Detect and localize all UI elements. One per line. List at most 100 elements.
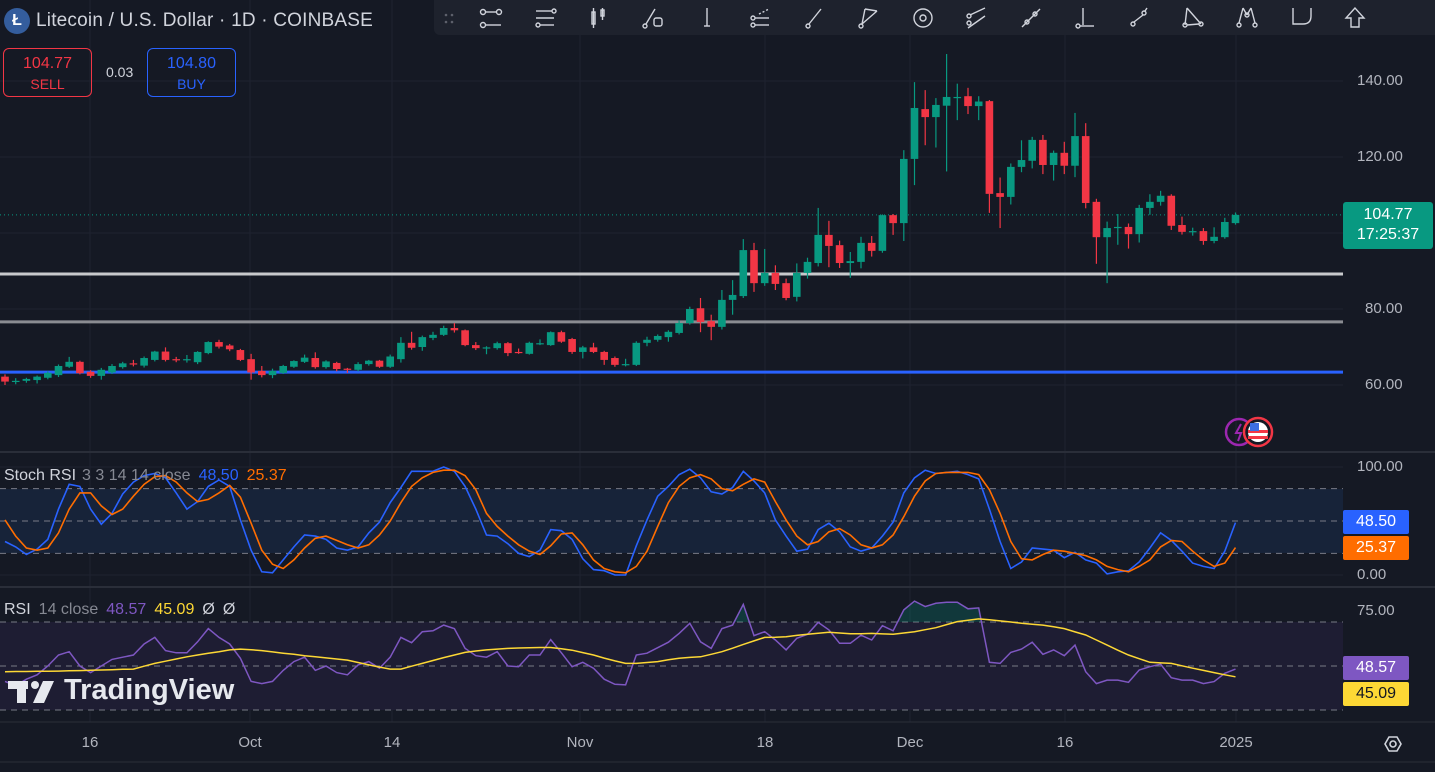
trend-line-icon — [805, 8, 822, 29]
candle-body — [1007, 166, 1015, 197]
events-icons[interactable] — [1224, 416, 1274, 448]
price-tick: 120.00 — [1357, 148, 1403, 165]
xabcd-pattern-tool[interactable] — [1220, 2, 1274, 34]
candle-up — [204, 341, 213, 355]
candle-up — [1231, 212, 1240, 225]
parallel-channel-tool[interactable] — [950, 2, 1004, 34]
candle-up — [11, 378, 20, 385]
candle-body — [964, 96, 972, 107]
candle-up — [65, 356, 73, 368]
candle-body — [1092, 201, 1101, 238]
candle-body — [258, 370, 266, 376]
long-short-position-tool[interactable] — [572, 2, 626, 34]
candle-body — [300, 357, 309, 362]
candle-body — [718, 299, 726, 327]
candle-up — [279, 364, 287, 374]
triangle-pattern-tool[interactable] — [1166, 2, 1220, 34]
candle-up — [482, 346, 491, 355]
trend-line-tool[interactable] — [788, 2, 842, 34]
candle-body — [1156, 195, 1165, 202]
parallel-lines-tool[interactable] — [518, 2, 572, 34]
rsi-ma-tag: 45.09 — [1343, 682, 1409, 706]
tradingview-watermark[interactable]: TradingView — [8, 674, 234, 707]
candle-body — [900, 158, 908, 224]
candle-up — [846, 252, 855, 278]
rsi-legend[interactable]: RSI 14 close 48.57 45.09 Ø Ø — [4, 601, 235, 619]
candle-body — [985, 101, 994, 194]
candle-down — [407, 331, 416, 350]
candle-up — [857, 236, 865, 269]
candle-body — [1071, 136, 1079, 166]
ray-rectangle-tool[interactable] — [626, 2, 680, 34]
pitchfork-fan-tool[interactable] — [842, 2, 896, 34]
candle-body — [1103, 228, 1111, 238]
buy-label: BUY — [177, 76, 206, 92]
candle-down — [557, 330, 566, 343]
candle-up — [1007, 163, 1015, 205]
candle-body — [782, 283, 790, 298]
candle-up — [793, 263, 801, 302]
candle-up — [1071, 112, 1079, 178]
drag-handle-tool[interactable] — [434, 2, 464, 34]
candle-down — [236, 348, 245, 362]
candle-down — [568, 337, 576, 354]
candle-body — [664, 331, 673, 338]
time-tick: 14 — [383, 734, 401, 751]
candle-down — [461, 329, 469, 347]
candle-up — [718, 290, 726, 330]
candle-body — [1017, 160, 1026, 167]
stoch-rsi-legend[interactable]: Stoch RSI 3 3 14 14 close 48.50 25.37 — [4, 467, 287, 485]
vertical-line-tool[interactable] — [680, 2, 734, 34]
candle-body — [889, 215, 897, 224]
arrow-up-tool[interactable] — [1328, 2, 1382, 34]
candle-body — [557, 332, 566, 342]
candle-body — [236, 350, 245, 360]
candle-down — [921, 90, 929, 146]
time-tick: Nov — [566, 734, 594, 751]
candle-body — [225, 345, 234, 350]
candle-body — [675, 323, 683, 333]
arrow-up-icon — [1344, 6, 1366, 28]
stoch-d-line — [4, 469, 1237, 574]
candle-up — [151, 350, 159, 362]
settings-gear-icon[interactable] — [1384, 736, 1402, 752]
circle-target-tool[interactable] — [896, 2, 950, 34]
candle-body — [482, 347, 491, 349]
rsi-value-tag: 48.57 — [1343, 656, 1409, 680]
symbol-header[interactable]: Ł Litecoin / U.S. Dollar · 1D · COINBASE — [4, 8, 373, 34]
long-short-position-icon — [591, 7, 605, 28]
candle-body — [514, 351, 523, 354]
candle-body — [279, 366, 287, 373]
buy-button[interactable]: 104.80 BUY — [147, 48, 236, 97]
candle-body — [589, 347, 598, 352]
stoch-rsi-lines — [4, 466, 1237, 576]
sell-button[interactable]: 104.77 SELL — [3, 48, 92, 97]
shape-tool[interactable] — [1274, 2, 1328, 34]
trend-channel-tool[interactable] — [464, 2, 518, 34]
candle-body — [1221, 221, 1229, 238]
candle-down — [600, 350, 608, 365]
candle-body — [397, 342, 405, 360]
info-line-tool[interactable] — [1112, 2, 1166, 34]
candle-up — [1028, 136, 1036, 169]
candle-body — [643, 339, 651, 343]
extended-line-tool[interactable] — [1004, 2, 1058, 34]
time-tick: 18 — [756, 734, 774, 751]
candle-body — [974, 101, 983, 107]
candle-up — [118, 361, 127, 369]
shape-icon — [1292, 7, 1312, 25]
candle-down — [1039, 134, 1047, 175]
candle-up — [910, 82, 919, 186]
candle-body — [921, 109, 929, 118]
horizontal-ray-tool[interactable] — [1058, 2, 1112, 34]
candle-body — [568, 339, 576, 352]
candle-up — [429, 331, 437, 341]
candle-down — [589, 342, 598, 354]
drawing-toolbar — [434, 0, 1435, 35]
candle-body — [268, 370, 277, 376]
price-tick: 80.00 — [1365, 300, 1403, 317]
fib-retracement-tool[interactable] — [734, 2, 788, 34]
candle-down — [172, 356, 180, 363]
symbol-title[interactable]: Litecoin / U.S. Dollar · 1D · COINBASE — [36, 10, 374, 31]
